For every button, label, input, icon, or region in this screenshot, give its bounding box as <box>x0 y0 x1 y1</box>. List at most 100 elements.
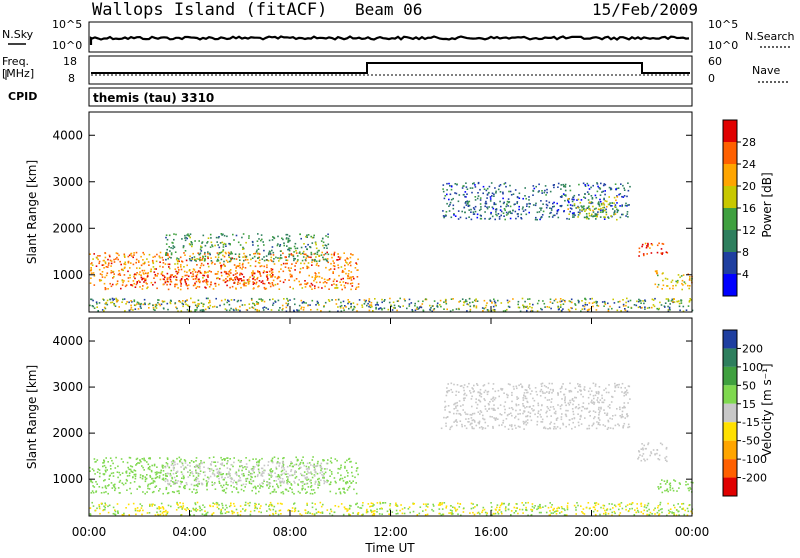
range-cell <box>274 456 276 458</box>
range-cell <box>173 245 175 247</box>
range-cell <box>607 428 609 430</box>
range-cell <box>364 303 366 305</box>
range-cell <box>450 505 452 507</box>
range-cell <box>593 410 595 412</box>
range-cell <box>570 190 572 192</box>
range-cell <box>467 414 469 416</box>
velocity-scatter-cells <box>89 383 694 517</box>
range-cell <box>539 512 541 514</box>
range-cell <box>243 260 245 262</box>
range-cell <box>568 201 570 203</box>
range-cell <box>585 304 587 306</box>
range-cell <box>495 204 497 206</box>
range-cell <box>599 205 601 207</box>
range-cell <box>657 245 659 247</box>
range-cell <box>105 457 107 459</box>
range-cell <box>542 392 544 394</box>
range-cell <box>189 489 191 491</box>
range-cell <box>450 202 452 204</box>
range-cell <box>261 458 263 460</box>
range-cell <box>188 476 190 478</box>
range-cell <box>180 282 182 284</box>
range-cell <box>453 208 455 210</box>
range-cell <box>603 508 605 510</box>
range-cell <box>220 242 222 244</box>
range-cell <box>269 486 271 488</box>
range-cell <box>217 252 219 254</box>
range-cell <box>125 286 127 288</box>
range-cell <box>267 308 269 310</box>
range-cell <box>298 491 300 493</box>
range-cell <box>483 398 485 400</box>
range-cell <box>562 308 564 310</box>
range-cell <box>135 262 137 264</box>
range-cell <box>624 308 626 310</box>
range-cell <box>106 266 108 268</box>
range-cell <box>438 504 440 506</box>
range-cell <box>97 471 99 473</box>
range-cell <box>511 510 513 512</box>
range-cell <box>593 511 595 513</box>
range-cell <box>305 510 307 512</box>
range-cell <box>165 237 167 239</box>
range-cell <box>134 273 136 275</box>
range-cell <box>568 403 570 405</box>
range-cell <box>564 394 566 396</box>
range-cell <box>485 408 487 410</box>
range-cell <box>479 189 481 191</box>
range-cell <box>135 470 137 472</box>
range-cell <box>414 303 416 305</box>
range-cell <box>552 206 554 208</box>
range-cell <box>222 507 224 509</box>
range-cell <box>649 247 651 249</box>
range-cell <box>604 190 606 192</box>
range-cell <box>93 492 95 494</box>
range-cell <box>551 208 553 210</box>
range-cell <box>289 286 291 288</box>
range-cell <box>152 284 154 286</box>
range-cell <box>455 394 457 396</box>
range-cell <box>257 253 259 255</box>
range-cell <box>681 300 683 302</box>
range-cell <box>655 270 657 272</box>
range-cell <box>218 254 220 256</box>
range-cell <box>493 513 495 515</box>
range-cell <box>268 473 270 475</box>
range-cell <box>482 428 484 430</box>
range-cell <box>431 509 433 511</box>
range-cell <box>535 217 537 219</box>
range-cell <box>128 504 130 506</box>
range-cell <box>577 413 579 415</box>
range-cell <box>603 191 605 193</box>
range-cell <box>495 391 497 393</box>
range-cell <box>578 422 580 424</box>
range-cell <box>207 258 209 260</box>
range-cell <box>275 476 277 478</box>
range-cell <box>237 278 239 280</box>
range-cell <box>331 284 333 286</box>
range-cell <box>340 284 342 286</box>
range-cell <box>287 300 289 302</box>
range-cell <box>663 285 665 287</box>
range-cell <box>124 263 126 265</box>
range-cell <box>210 257 212 259</box>
range-cell <box>328 299 330 301</box>
range-cell <box>504 406 506 408</box>
range-cell <box>223 479 225 481</box>
range-cell <box>233 462 235 464</box>
range-cell <box>522 206 524 208</box>
range-cell <box>460 405 462 407</box>
range-cell <box>315 481 317 483</box>
range-cell <box>657 252 659 254</box>
range-cell <box>560 388 562 390</box>
range-cell <box>245 484 247 486</box>
range-cell <box>97 459 99 461</box>
range-cell <box>107 259 109 261</box>
range-cell <box>555 511 557 513</box>
range-cell <box>223 485 225 487</box>
range-cell <box>267 465 269 467</box>
range-cell <box>270 483 272 485</box>
range-cell <box>496 507 498 509</box>
range-cell <box>512 298 514 300</box>
